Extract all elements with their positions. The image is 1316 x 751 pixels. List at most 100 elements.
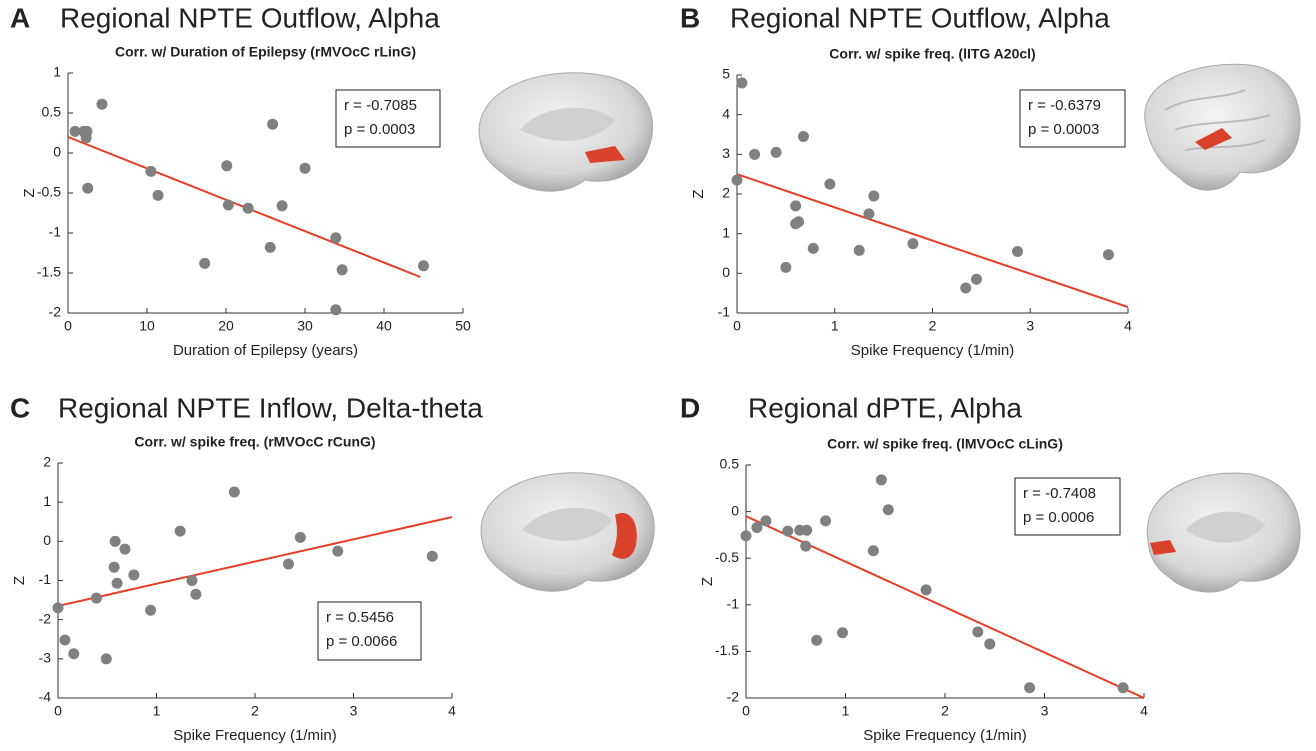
stats-text: r = -0.6379: [1028, 97, 1101, 114]
scatter-point: [330, 304, 342, 316]
panel: A Regional NPTE Outflow, Alpha Corr. w/ Du…: [10, 2, 471, 359]
scatter-point: [330, 232, 342, 244]
scatter-point: [1024, 682, 1036, 694]
y-tick-label: -1: [718, 304, 731, 320]
stats-box: [1014, 477, 1121, 536]
panel-letter: B: [680, 2, 700, 33]
scatter-point: [760, 515, 772, 527]
scatter-point: [740, 530, 752, 542]
scatter-point: [186, 575, 198, 586]
stats-box: [335, 89, 441, 148]
x-tick-label: 10: [139, 318, 155, 334]
scatter-point: [52, 602, 64, 614]
scatter-point: [960, 282, 972, 294]
stats-text: p = 0.0006: [1023, 509, 1094, 526]
x-tick-label: 40: [376, 318, 392, 334]
scatter-point: [152, 189, 164, 201]
x-tick-label: 0: [742, 703, 750, 719]
scatter-point: [111, 577, 123, 589]
x-tick-label: 1: [831, 318, 839, 334]
scatter-point: [984, 638, 996, 650]
y-tick-label: -3: [39, 650, 52, 666]
scatter-point: [907, 238, 919, 250]
scatter-point: [426, 550, 438, 562]
fit-line: [736, 173, 1129, 308]
stats-text: r = 0.5456: [326, 609, 394, 626]
x-axis-label: Spike Frequency (1/min): [173, 727, 336, 744]
y-tick-label: 0.5: [720, 456, 740, 472]
scatter-point: [820, 515, 832, 527]
scatter-point: [1012, 246, 1024, 258]
panel-title: Regional NPTE Outflow, Alpha: [730, 2, 1110, 33]
scatter-point: [972, 626, 984, 638]
scatter-point: [199, 257, 211, 269]
x-tick-label: 4: [1124, 318, 1132, 334]
x-tick-label: 2: [929, 318, 937, 334]
stats-box: [1019, 89, 1126, 148]
scatter-point: [882, 504, 894, 516]
y-tick-label: 2: [43, 454, 51, 470]
scatter-point: [824, 178, 836, 190]
scatter-point: [82, 182, 94, 194]
scatter-point: [793, 216, 805, 228]
y-tick-label: 3: [722, 145, 730, 161]
panel-letter: A: [10, 2, 30, 33]
scatter-point: [145, 604, 157, 616]
x-tick-label: 20: [218, 318, 234, 334]
y-tick-label: -2: [39, 610, 52, 626]
x-tick-label: 30: [297, 318, 313, 334]
x-tick-label: 3: [1041, 703, 1049, 719]
scatter-point: [222, 199, 234, 211]
scatter-point: [174, 525, 186, 537]
x-tick-label: 4: [1140, 703, 1148, 719]
y-tick-label: -2: [49, 304, 62, 320]
panel-title: Regional NPTE Inflow, Delta-theta: [58, 392, 483, 423]
scatter-point: [96, 98, 108, 110]
scatter-point: [418, 260, 429, 272]
panel: B Regional NPTE Outflow, Alpha Corr. w/ sp…: [680, 2, 1132, 359]
brain-c: [480, 472, 655, 592]
scatter-point: [807, 242, 819, 254]
x-tick-label: 0: [64, 318, 72, 334]
brain-d: [1146, 472, 1301, 593]
scatter-point: [811, 634, 823, 646]
y-tick-label: 1: [53, 64, 61, 80]
panel-subtitle: Corr. w/ spike freq. (lMVOcC cLinG): [827, 436, 1063, 452]
x-tick-label: 0: [54, 703, 62, 719]
panel-title: Regional NPTE Outflow, Alpha: [60, 2, 440, 33]
scatter-point: [242, 202, 254, 214]
y-tick-label: 0: [53, 144, 61, 160]
y-tick-label: 1: [722, 224, 730, 240]
scatter-point: [797, 130, 809, 142]
x-tick-label: 1: [153, 703, 161, 719]
scatter-point: [853, 244, 865, 256]
scatter-point: [736, 77, 748, 89]
y-tick-label: 5: [722, 66, 730, 82]
scatter-point: [868, 190, 880, 202]
panel-subtitle: Corr. w/ spike freq. (rMVOcC rCunG): [134, 434, 375, 450]
x-tick-label: 0: [733, 318, 741, 334]
x-tick-label: 3: [1026, 318, 1034, 334]
y-axis-label: Z: [21, 188, 38, 197]
y-tick-label: -1.5: [37, 264, 61, 280]
brain-b: [1144, 63, 1301, 191]
fit-line: [57, 516, 453, 607]
scatter-point: [294, 531, 306, 543]
scatter-point: [221, 160, 233, 172]
scatter-point: [875, 474, 887, 486]
scatter-point: [731, 174, 743, 186]
scatter-point: [80, 132, 92, 144]
x-tick-label: 4: [448, 703, 456, 719]
y-tick-label: -2: [727, 689, 740, 705]
scatter-point: [332, 545, 344, 557]
scatter-point: [801, 524, 813, 536]
y-tick-label: -1: [727, 596, 740, 612]
scatter-point: [920, 584, 932, 596]
panel-title: Regional dPTE, Alpha: [748, 392, 1022, 423]
panel: D Regional dPTE, Alpha Corr. w/ spike freq…: [680, 392, 1148, 744]
y-tick-label: -1.5: [715, 642, 739, 658]
y-tick-label: 0: [43, 532, 51, 548]
scatter-point: [336, 264, 348, 276]
x-tick-label: 50: [455, 318, 471, 334]
